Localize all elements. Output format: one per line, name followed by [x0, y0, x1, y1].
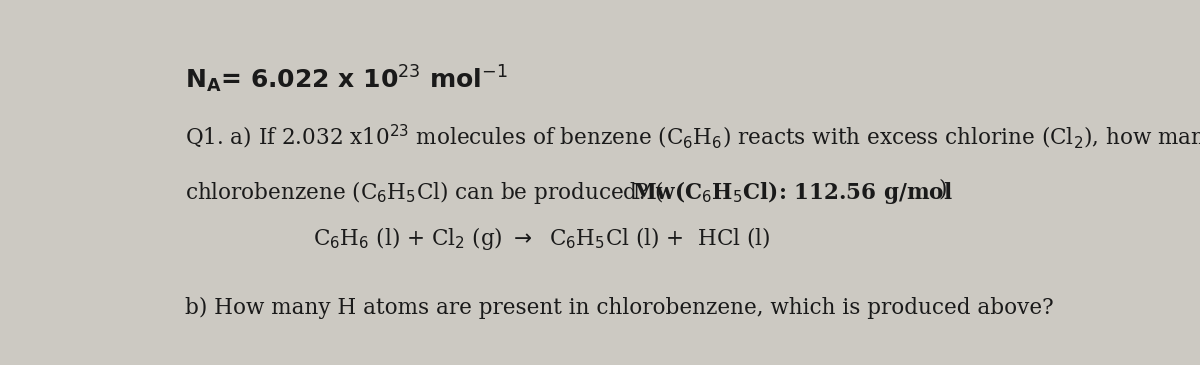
Text: N$_\mathregular{A}$= 6.022 x 10$^{23}$ mol$^{-1}$: N$_\mathregular{A}$= 6.022 x 10$^{23}$ m… — [185, 64, 508, 95]
Text: C$_6$H$_6$ (l) + Cl$_2$ (g) $\rightarrow$  C$_6$H$_5$Cl (l) +  HCl (l): C$_6$H$_6$ (l) + Cl$_2$ (g) $\rightarrow… — [313, 225, 770, 252]
Text: b) How many H atoms are present in chlorobenzene, which is produced above?: b) How many H atoms are present in chlor… — [185, 297, 1054, 319]
Text: Mw(C$_6$H$_5$Cl): 112.56 g/mol: Mw(C$_6$H$_5$Cl): 112.56 g/mol — [631, 179, 953, 206]
Text: ): ) — [938, 179, 947, 201]
Text: Q1. a) If 2.032 x10$^{23}$ molecules of benzene (C$_6$H$_6$) reacts with excess : Q1. a) If 2.032 x10$^{23}$ molecules of … — [185, 123, 1200, 153]
Text: chlorobenzene (C$_6$H$_5$Cl) can be produced? (: chlorobenzene (C$_6$H$_5$Cl) can be prod… — [185, 179, 664, 206]
